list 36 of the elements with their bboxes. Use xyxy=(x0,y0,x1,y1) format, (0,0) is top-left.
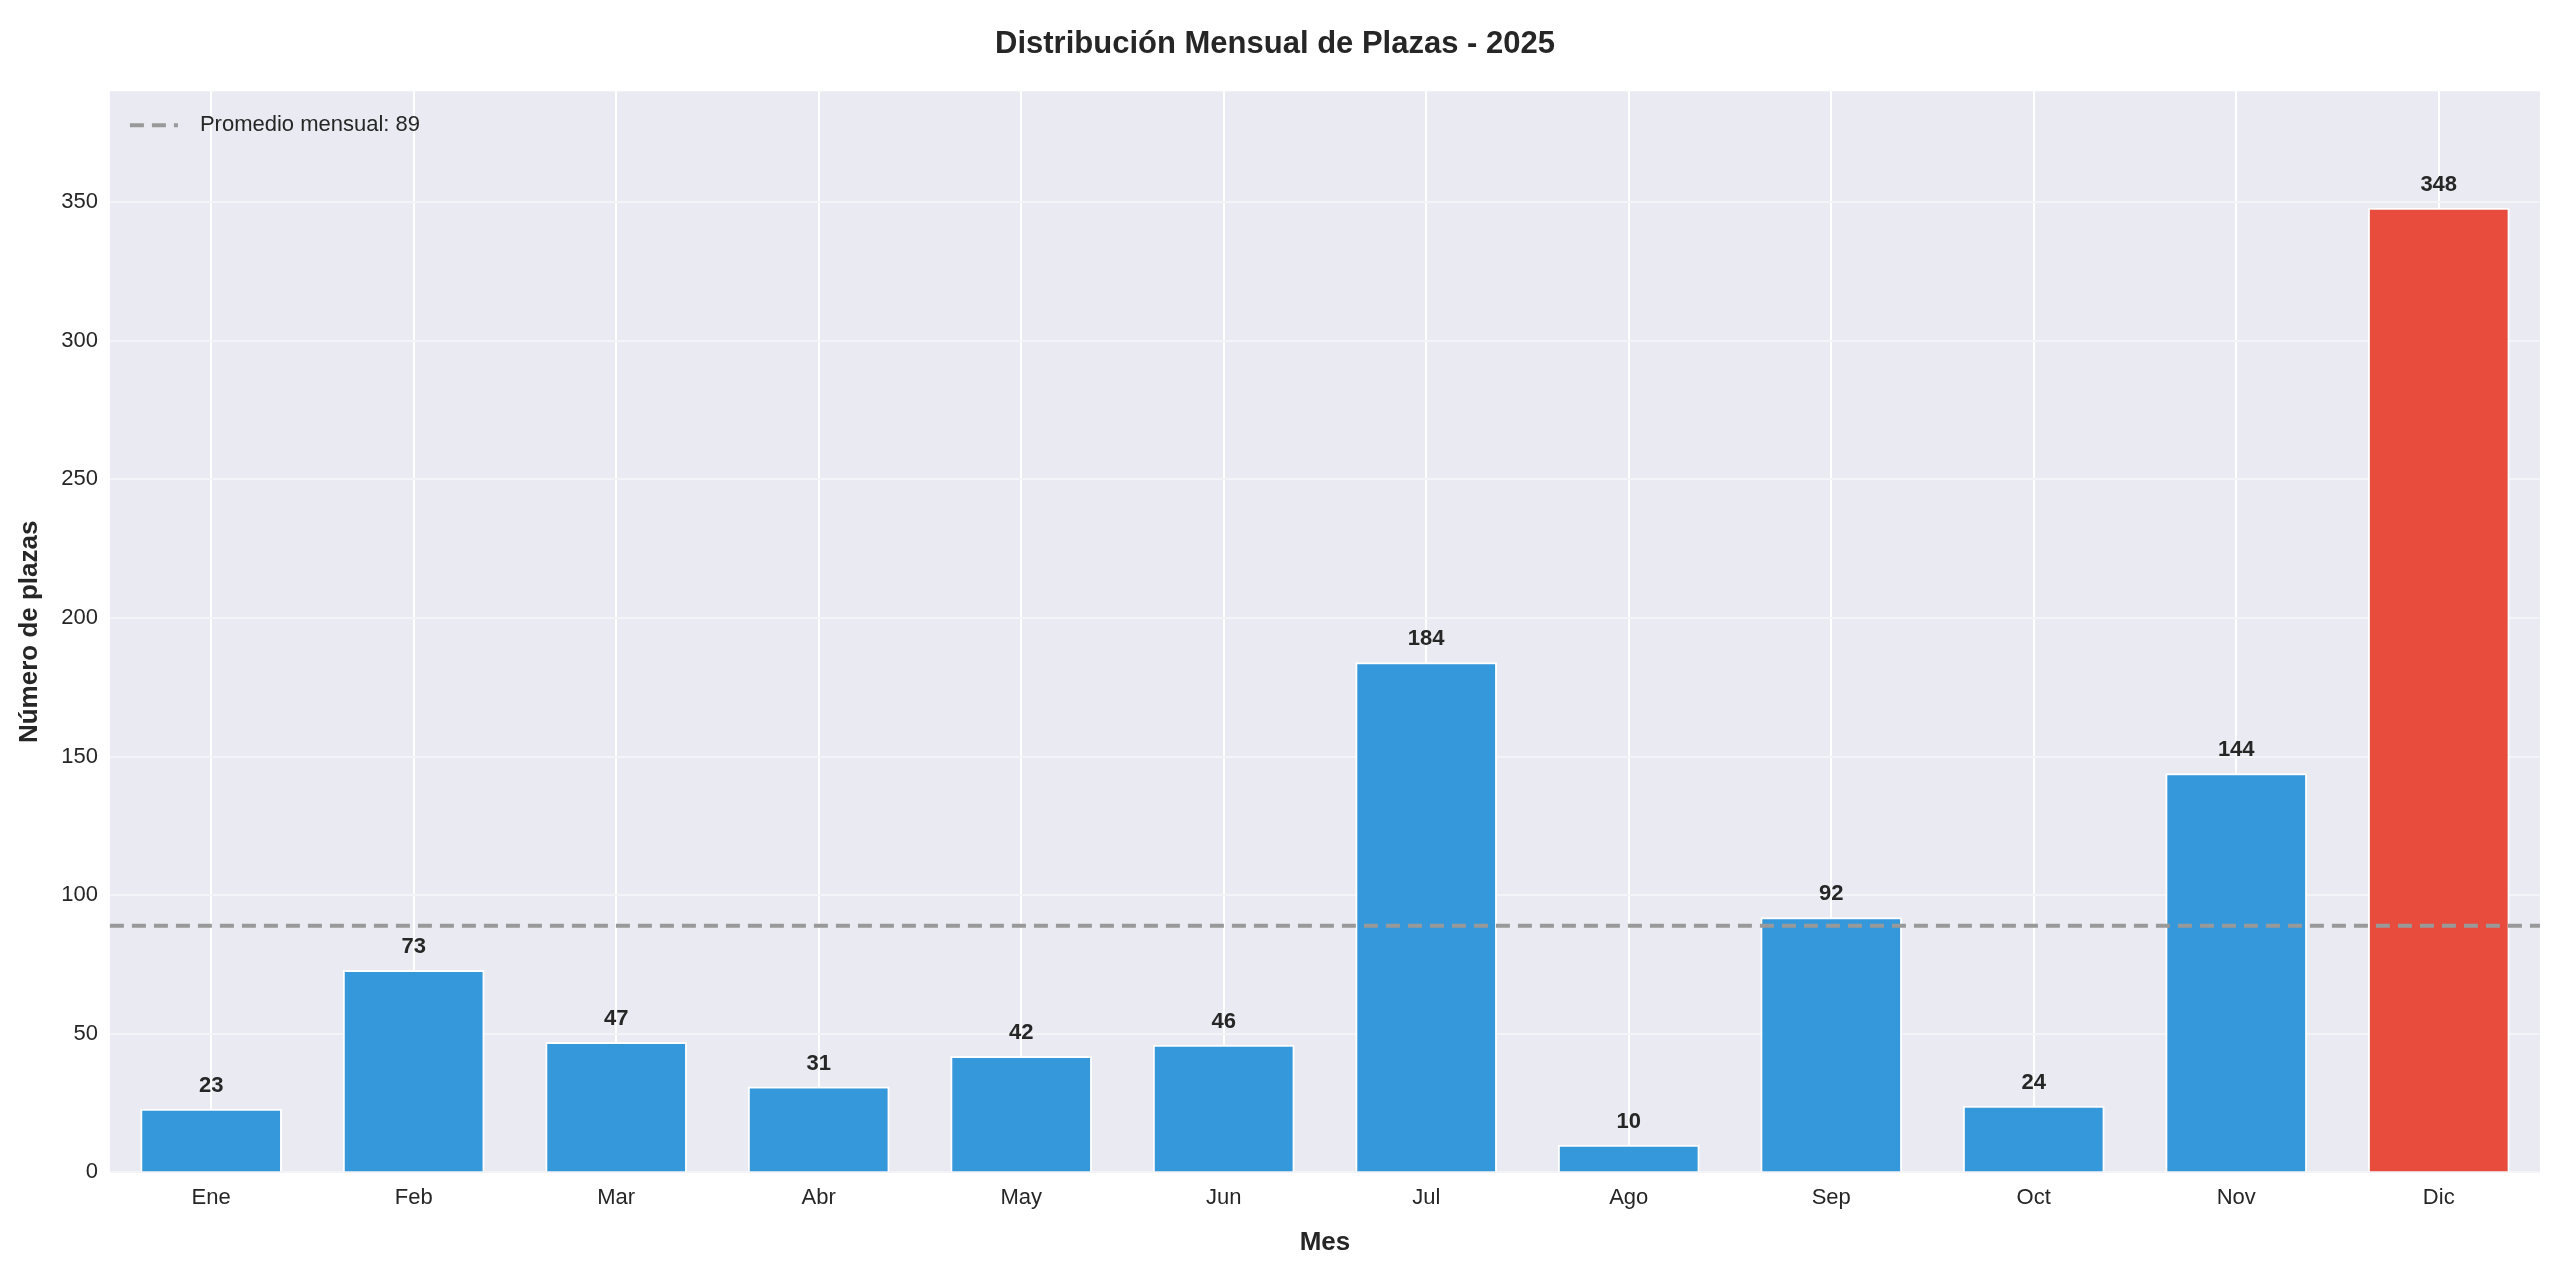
x-tick-label: Mar xyxy=(597,1183,636,1209)
y-tick-label: 150 xyxy=(61,742,98,768)
x-axis-title: Mes xyxy=(1299,1225,1351,1256)
data-label: 23 xyxy=(198,1071,224,1097)
x-tick-label: Nov xyxy=(2216,1183,2256,1209)
y-tick-label: 50 xyxy=(73,1019,98,1045)
data-label: 47 xyxy=(603,1005,629,1031)
data-label: 31 xyxy=(806,1049,831,1075)
y-tick-label: 250 xyxy=(61,465,98,491)
x-tick-label: Dic xyxy=(2422,1183,2455,1209)
data-label: 348 xyxy=(2420,170,2458,196)
data-label: 144 xyxy=(2217,736,2256,762)
data-label: 73 xyxy=(401,933,426,959)
x-tick-label: May xyxy=(1000,1183,1042,1209)
data-label: 92 xyxy=(1818,880,1844,906)
chart-title: Distribución Mensual de Plazas - 2025 xyxy=(995,25,1555,61)
x-tick-label: Jul xyxy=(1412,1183,1441,1209)
x-tick-label: Abr xyxy=(801,1183,836,1209)
y-axis-title: Número de plazas xyxy=(12,520,43,744)
data-label: 46 xyxy=(1211,1007,1236,1033)
x-tick-label: Ene xyxy=(191,1183,231,1209)
legend-label: Promedio mensual: 89 xyxy=(199,111,421,137)
x-tick-label: Feb xyxy=(394,1183,433,1209)
y-tick-label: 200 xyxy=(61,604,98,629)
x-tick-label: Oct xyxy=(2016,1183,2051,1209)
data-label: 42 xyxy=(1008,1019,1034,1045)
data-label: 10 xyxy=(1616,1107,1641,1133)
x-tick-label: Ago xyxy=(1609,1183,1649,1209)
data-label: 24 xyxy=(2021,1068,2047,1094)
y-tick-label: 0 xyxy=(85,1158,98,1184)
x-tick-label: Jun xyxy=(1205,1183,1242,1209)
y-tick-label: 100 xyxy=(61,881,98,907)
y-tick-label: 350 xyxy=(61,188,98,214)
x-tick-label: Sep xyxy=(1811,1183,1851,1209)
y-tick-label: 300 xyxy=(61,326,98,352)
data-label: 184 xyxy=(1407,625,1446,651)
